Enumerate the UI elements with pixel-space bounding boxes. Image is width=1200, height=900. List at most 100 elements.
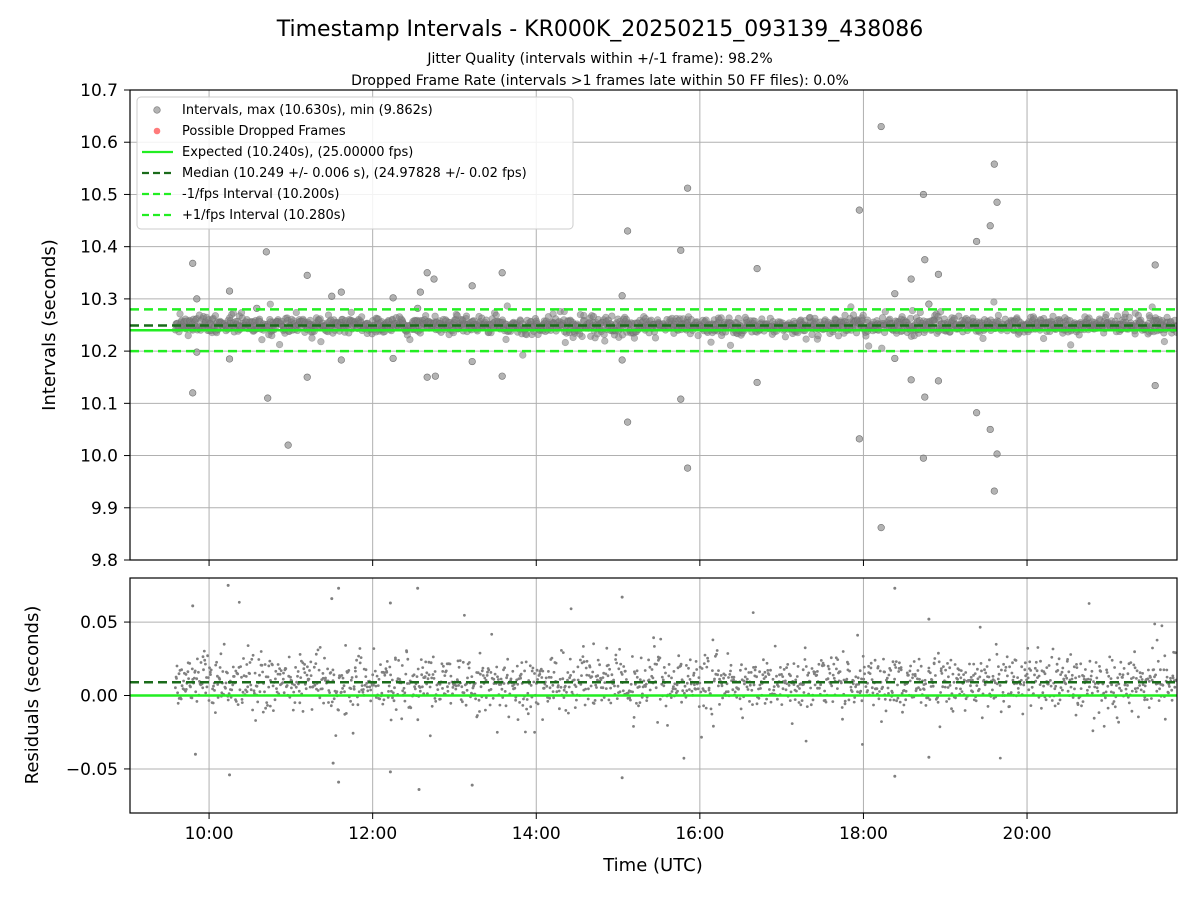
residual-point — [1055, 662, 1059, 666]
interval-outlier-point — [618, 356, 626, 364]
residual-point — [586, 697, 590, 701]
residual-point — [789, 674, 792, 678]
residual-point — [962, 678, 966, 682]
residual-point — [690, 689, 694, 693]
residual-point — [916, 669, 920, 672]
residual-point — [1113, 666, 1116, 669]
residual-point — [1112, 691, 1115, 695]
interval-point — [906, 314, 915, 322]
residual-point — [318, 646, 322, 649]
interval-outlier-point — [921, 393, 929, 401]
residual-point — [383, 671, 386, 675]
residual-point — [803, 646, 807, 650]
residual-outlier-point — [620, 776, 624, 780]
residual-point — [208, 670, 212, 674]
residual-point — [633, 672, 637, 675]
residual-point — [704, 706, 708, 710]
residual-point — [899, 666, 903, 669]
residual-point — [438, 682, 442, 686]
residual-point — [1092, 680, 1095, 683]
residual-point — [991, 674, 995, 678]
residual-point — [897, 670, 901, 673]
residual-point — [1173, 685, 1177, 689]
residual-point — [987, 675, 991, 679]
residual-point — [662, 666, 666, 669]
residual-point — [515, 678, 519, 682]
residual-point — [785, 666, 788, 669]
residual-point — [644, 682, 648, 686]
residual-point — [928, 698, 932, 701]
residual-point — [615, 697, 619, 700]
residual-point — [461, 700, 464, 704]
residual-point — [712, 724, 715, 728]
residual-point — [1133, 666, 1137, 670]
residual-point — [616, 684, 620, 688]
residual-point — [680, 700, 683, 704]
residual-point — [945, 700, 948, 703]
residual-point — [592, 642, 595, 646]
residual-point — [587, 687, 590, 691]
residual-point — [1118, 686, 1121, 690]
residual-point — [259, 650, 263, 653]
residual-point — [390, 678, 394, 682]
residual-point — [941, 685, 945, 689]
residual-point — [256, 700, 260, 704]
residual-point — [524, 660, 528, 664]
residual-point — [1053, 687, 1057, 691]
residual-point — [697, 676, 701, 679]
residual-point — [230, 688, 234, 692]
residual-point — [799, 703, 803, 707]
residual-point — [716, 673, 719, 677]
residual-point — [751, 703, 754, 706]
residual-point — [236, 672, 240, 676]
residual-point — [674, 687, 677, 691]
residual-point — [1086, 688, 1089, 692]
interval-point — [266, 300, 274, 308]
residual-point — [363, 683, 367, 687]
residual-point — [622, 665, 626, 668]
residual-point — [908, 669, 912, 673]
residual-point — [303, 671, 307, 674]
residual-point — [938, 725, 942, 729]
residual-point — [1022, 681, 1026, 684]
legend: Intervals, max (10.630s), min (9.862s) P… — [136, 96, 574, 230]
residual-point — [284, 667, 288, 671]
residual-point — [463, 613, 466, 617]
residual-point — [1058, 698, 1062, 702]
residual-point — [554, 661, 558, 665]
residual-point — [409, 706, 413, 710]
residual-point — [312, 665, 316, 669]
interval-point — [317, 338, 325, 346]
residual-point — [758, 683, 762, 687]
residual-point — [307, 677, 311, 681]
residual-point — [394, 708, 398, 711]
residual-point — [470, 675, 474, 678]
residual-point — [1099, 670, 1103, 673]
legend-label-dropped: Possible Dropped Frames — [182, 124, 346, 139]
residual-point — [255, 684, 259, 688]
residual-point — [679, 662, 683, 666]
residual-point — [976, 677, 980, 681]
residual-point — [474, 697, 477, 701]
residual-point — [196, 657, 199, 661]
residual-point — [607, 663, 610, 667]
residual-point — [292, 690, 296, 694]
residual-point — [795, 675, 799, 678]
residual-point — [1025, 678, 1028, 682]
residual-outlier-point — [893, 774, 897, 778]
residual-point — [261, 670, 264, 674]
interval-point — [1049, 312, 1057, 320]
residual-point — [1043, 672, 1047, 676]
residual-point — [357, 690, 361, 694]
residual-point — [907, 673, 910, 677]
residual-point — [664, 671, 667, 675]
chart-subtitle-dropped: Dropped Frame Rate (intervals >1 frames … — [351, 73, 849, 89]
residual-point — [418, 689, 422, 693]
interval-outlier-point — [389, 294, 397, 302]
residual-point — [335, 690, 339, 693]
residual-point — [542, 686, 546, 690]
residual-point — [525, 698, 529, 701]
residual-point — [952, 680, 956, 684]
residual-point — [748, 683, 752, 687]
residual-point — [695, 668, 699, 671]
